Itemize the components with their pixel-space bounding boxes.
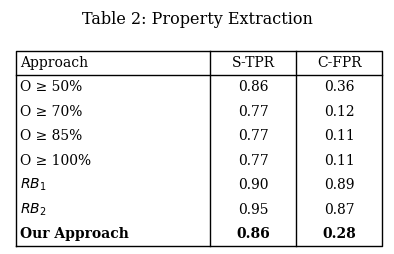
- Text: Approach: Approach: [20, 56, 89, 70]
- Text: Our Approach: Our Approach: [20, 227, 129, 241]
- Text: 0.36: 0.36: [324, 81, 354, 94]
- Text: O ≥ 85%: O ≥ 85%: [20, 129, 83, 143]
- Text: O ≥ 50%: O ≥ 50%: [20, 81, 83, 94]
- Text: O ≥ 70%: O ≥ 70%: [20, 105, 83, 119]
- Text: 0.86: 0.86: [238, 81, 268, 94]
- Text: 0.11: 0.11: [324, 129, 355, 143]
- Text: 0.87: 0.87: [324, 203, 355, 217]
- Text: 0.77: 0.77: [238, 129, 268, 143]
- Text: 0.77: 0.77: [238, 105, 268, 119]
- Text: 0.90: 0.90: [238, 178, 268, 192]
- Text: $RB_2$: $RB_2$: [20, 201, 47, 218]
- Text: 0.86: 0.86: [236, 227, 270, 241]
- Text: 0.28: 0.28: [322, 227, 356, 241]
- Text: 0.12: 0.12: [324, 105, 355, 119]
- Text: 0.11: 0.11: [324, 154, 355, 168]
- Text: Table 2: Property Extraction: Table 2: Property Extraction: [82, 11, 312, 27]
- Text: O ≥ 100%: O ≥ 100%: [20, 154, 92, 168]
- Text: 0.89: 0.89: [324, 178, 354, 192]
- Text: C-FPR: C-FPR: [317, 56, 361, 70]
- Text: 0.95: 0.95: [238, 203, 268, 217]
- Text: S-TPR: S-TPR: [231, 56, 275, 70]
- Text: 0.77: 0.77: [238, 154, 268, 168]
- Text: $RB_1$: $RB_1$: [20, 177, 47, 194]
